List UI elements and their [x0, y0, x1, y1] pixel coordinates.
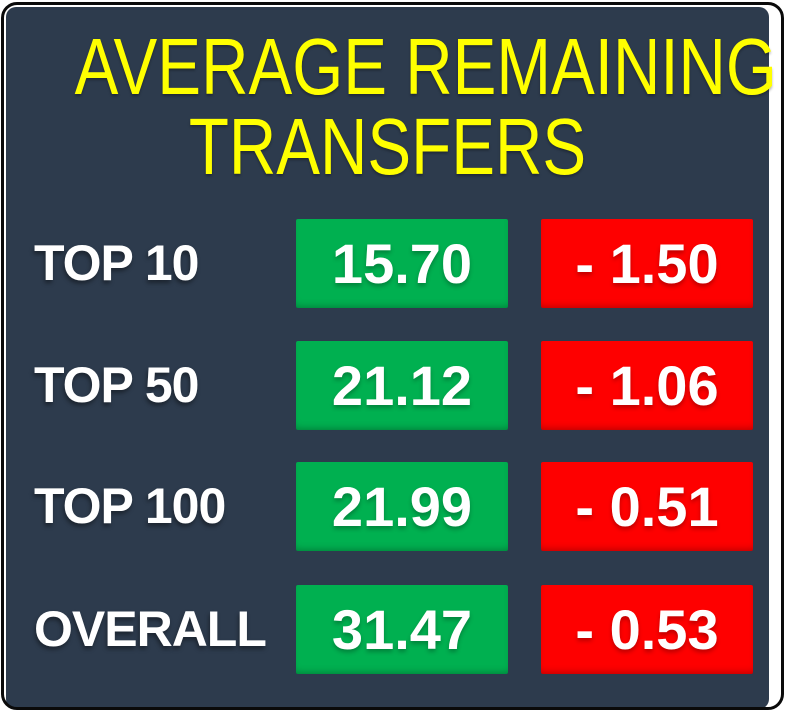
value-box-green: 21.12 [296, 341, 508, 430]
dark-panel: AVERAGE REMAINING TRANSFERS TOP 10 15.70… [6, 7, 777, 709]
change-box-red: - 1.50 [541, 219, 753, 308]
table-row-top10: TOP 10 15.70 - 1.50 [6, 219, 769, 308]
change-box-red: - 0.51 [541, 462, 753, 551]
table-row-top100: TOP 100 21.99 - 0.51 [6, 462, 769, 551]
page-title-line-2: TRANSFERS [188, 102, 587, 191]
change-box-red: - 0.53 [541, 585, 753, 674]
page-title: AVERAGE REMAINING TRANSFERS [6, 22, 777, 191]
row-label: TOP 50 [34, 357, 199, 413]
table-row-overall: OVERALL 31.47 - 0.53 [6, 585, 769, 674]
value-box-green: 15.70 [296, 219, 508, 308]
value-box-green: 31.47 [296, 585, 508, 674]
row-label: OVERALL [34, 601, 267, 657]
row-label: TOP 10 [34, 235, 199, 291]
value-box-green: 21.99 [296, 462, 508, 551]
table-row-top50: TOP 50 21.12 - 1.06 [6, 341, 769, 430]
page-title-line-1: AVERAGE REMAINING [74, 22, 777, 111]
change-box-red: - 1.06 [541, 341, 753, 430]
row-label: TOP 100 [34, 478, 226, 534]
